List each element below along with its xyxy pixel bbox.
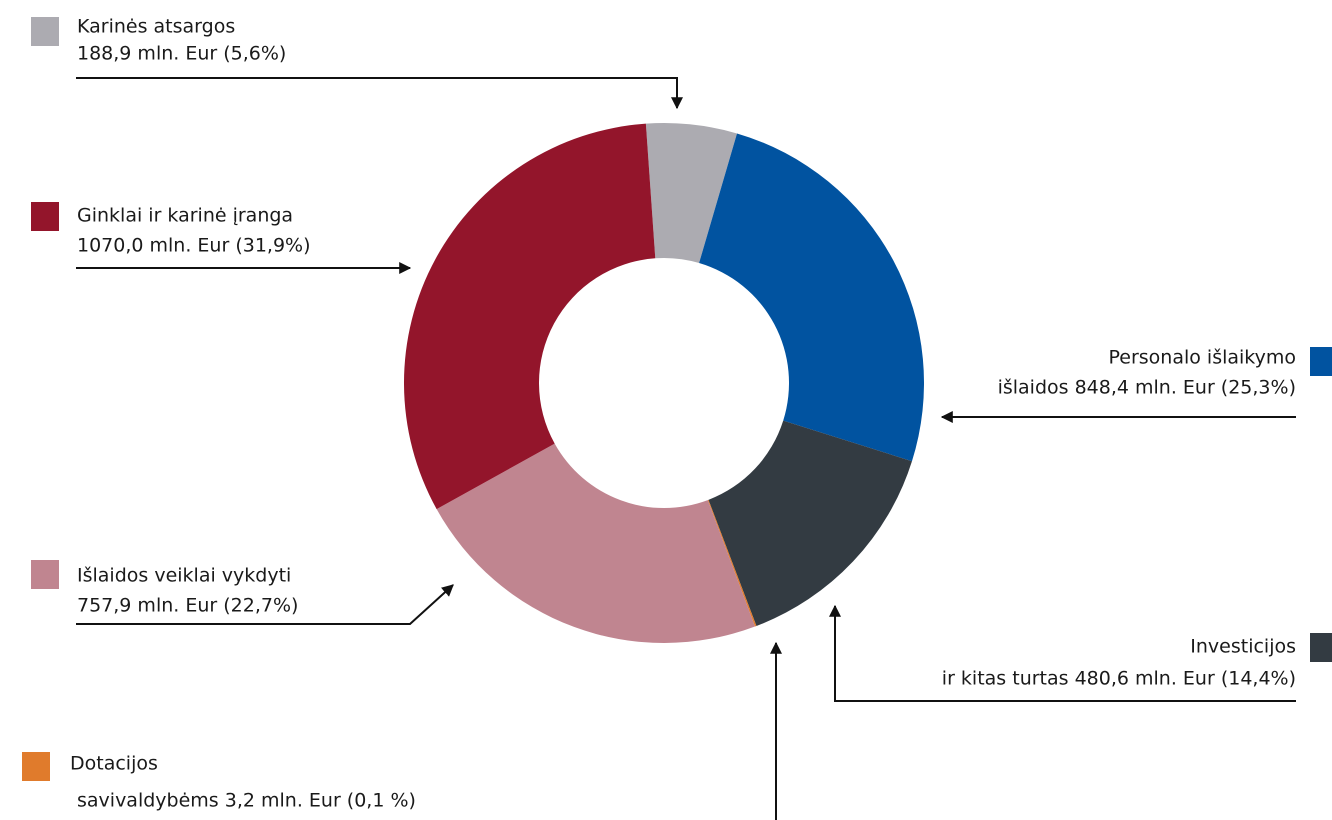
legend-label: Išlaidos veiklai vykdyti <box>77 565 291 587</box>
leader-line <box>76 77 683 110</box>
legend-label: Investicijos <box>1190 636 1296 658</box>
donut-slice <box>699 133 924 462</box>
donut-slice <box>707 499 757 627</box>
donut-slice <box>645 123 737 264</box>
value-label: savivaldybėms 3,2 mln. Eur (0,1 %) <box>77 790 416 812</box>
value-label: 188,9 mln. Eur (5,6%) <box>77 43 286 65</box>
donut-slice <box>436 443 756 644</box>
legend-swatch <box>22 752 50 781</box>
legend-swatch <box>1310 347 1332 376</box>
donut-slice <box>404 123 656 510</box>
value-label: 757,9 mln. Eur (22,7%) <box>77 595 298 617</box>
leaders <box>76 77 1296 820</box>
leader-line <box>829 604 1296 702</box>
donut-slice <box>708 420 912 627</box>
value-label: 1070,0 mln. Eur (31,9%) <box>77 235 311 257</box>
legend-swatch <box>31 560 59 589</box>
legend-swatch <box>31 202 59 231</box>
legend-label: Personalo išlaikymo <box>1108 347 1296 369</box>
legend-label: Ginklai ir karinė įranga <box>77 205 293 227</box>
value-label: išlaidos 848,4 mln. Eur (25,3%) <box>998 377 1296 399</box>
value-label: ir kitas turtas 480,6 mln. Eur (14,4%) <box>942 668 1296 690</box>
leader-line <box>76 584 454 625</box>
legend-label: Dotacijos <box>70 753 158 775</box>
legend-swatch <box>1310 633 1332 662</box>
legend-label: Karinės atsargos <box>77 16 235 38</box>
legend-swatch <box>31 17 59 46</box>
